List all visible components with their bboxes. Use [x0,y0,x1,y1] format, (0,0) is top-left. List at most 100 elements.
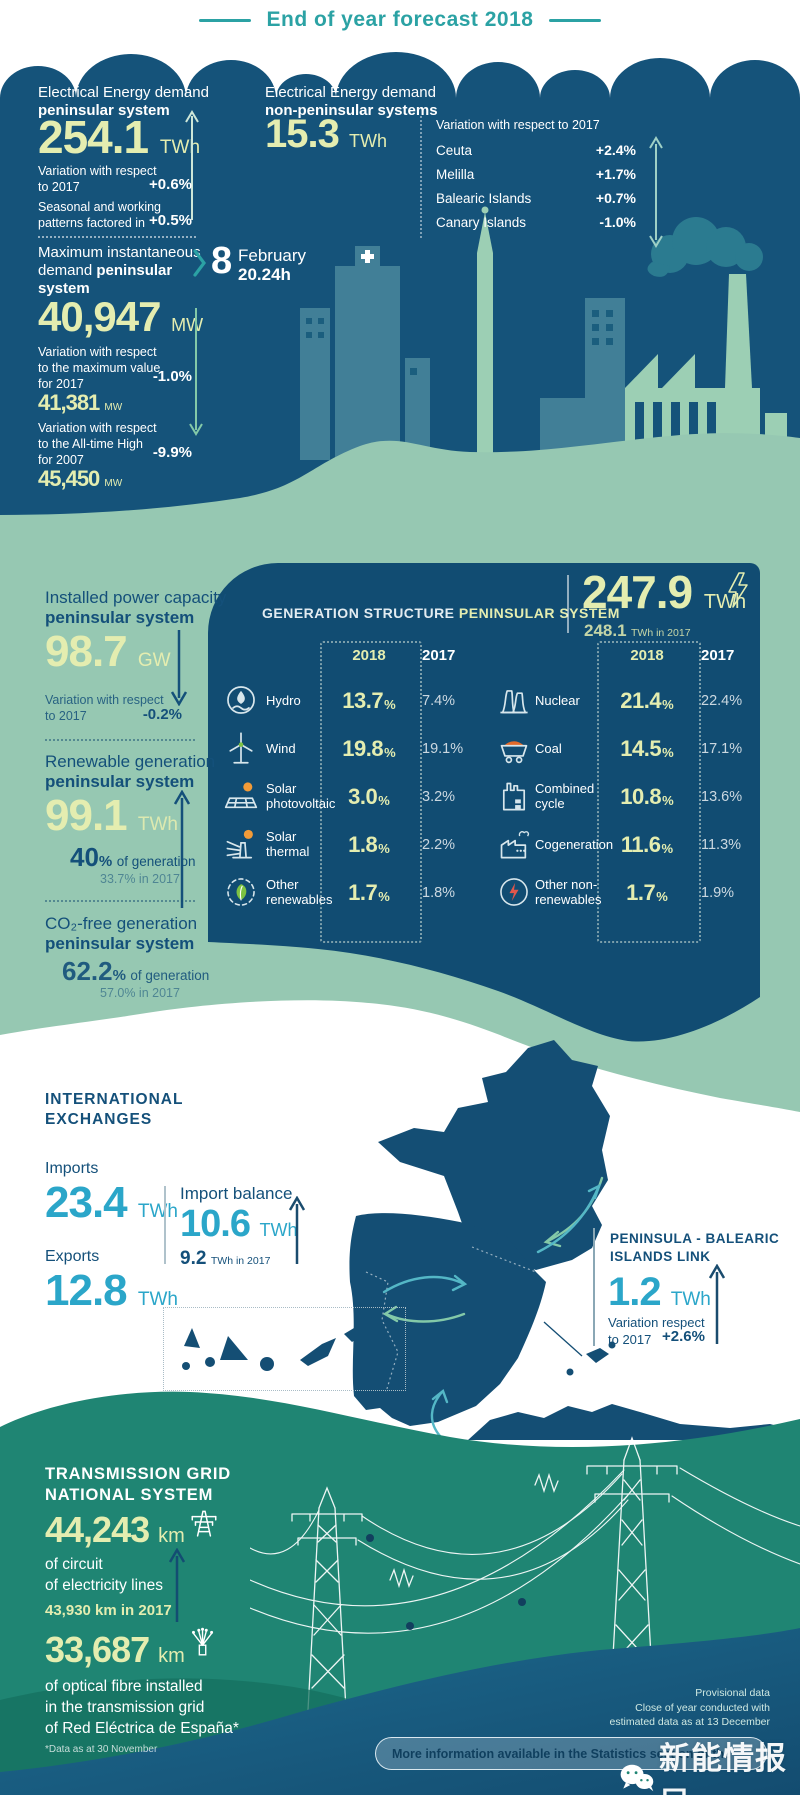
import-balance-value: 10.6 [180,1203,251,1245]
region-row: Ceuta +2.4% [436,142,636,158]
all-time-high-value: 45,450 [38,466,100,491]
exports-unit: TWh [137,1289,178,1310]
generation-title-bold: PENINSULAR SYSTEM [458,605,620,621]
dotted-2018-box [597,641,701,943]
morocco-shape [468,1404,800,1440]
solar-thermal-icon [226,829,253,859]
region-row: Melilla +1.7% [436,166,636,182]
export-arrow-france-head [587,1183,602,1200]
dotted-separator [45,900,195,902]
co2-free-share-value: 62.2 [62,956,113,986]
exports-label: Exports [45,1248,100,1265]
peninsular-demand-unit: TWh [159,137,201,158]
dotted-2018-box [320,641,422,943]
co2-free-share-label: of generation [130,968,210,983]
generation-right-group: 2018 2017 Nuclear 21.4% 22.4% Coal 14.5%… [495,641,743,947]
hydro-icon [227,686,255,714]
max-demand-title2: demand peninsular [38,262,173,279]
nonpeninsular-variation-block: Variation with respect to 2017 Ceuta +2.4… [420,116,636,238]
col-header-2018: 2018 [352,647,386,664]
co2-free-prev: 57.0% in 2017 [100,986,180,1000]
solar-panel-icon [224,782,258,809]
region-row: Balearic Islands +0.7% [436,190,636,206]
max-demand-value: 40,947 [38,293,161,340]
watermark-text: 新能情报局 [659,1741,788,1795]
exports-value: 12.8 [45,1266,128,1315]
dotted-separator [38,236,196,238]
installed-capacity-unit: GW [137,650,171,671]
fibre-caption1: of optical fibre installed [45,1678,203,1695]
chevron-right-icon [193,249,206,277]
fibre-length-unit: km [158,1645,185,1667]
nuclear-icon [500,690,528,714]
exchange-arrow-portugal-east [382,1275,466,1294]
circuit-prev: 43,930 km in 2017 [45,1602,172,1619]
exchange-arrow-portugal-west [384,1312,466,1323]
seasonal-value: +0.5% [149,212,192,229]
balance-divider [164,1186,166,1264]
page-header: End of year forecast 2018 [0,8,800,32]
generation-total-value: 247.9 [582,566,693,618]
circuit-caption1: of circuit [45,1556,103,1573]
variation-label: Variation with respect [45,693,164,707]
nonpeninsular-demand-unit: TWh [348,131,387,151]
more-info-button[interactable]: More information available in the Statis… [375,1737,767,1770]
more-info-label: More information available in the Statis… [392,1746,731,1761]
coal-cart-icon [500,741,528,764]
installed-capacity-value: 98.7 [45,627,128,676]
down-arrow-green [189,308,203,436]
footnote: *Data as at 30 November [45,1744,158,1755]
import-balance-label: Import balance [180,1184,293,1203]
mallorca-shape [586,1348,609,1363]
smoke-cloud [647,217,763,277]
renewable-share-label: of generation [116,854,196,869]
renewable-generation-title: Renewable generation [45,752,216,771]
generation-panel: GENERATION STRUCTURE PENINSULAR SYSTEM 2… [208,563,760,1055]
nonpeninsular-variation-title: Variation with respect to 2017 [436,118,600,132]
ibiza-shape [566,1368,574,1376]
pylons-illustration [250,1436,800,1710]
variation-label: to the maximum value [38,361,161,375]
nonpeninsular-demand-title: Electrical Energy demand [265,84,436,101]
non-renewables-icon [500,878,528,906]
renewable-generation-value: 99.1 [45,791,128,840]
up-arrow-navy [168,1548,186,1622]
max-demand-day: 8 [211,240,232,282]
up-arrow-navy [708,1264,726,1344]
transmission-title2: NATIONAL SYSTEM [45,1486,214,1504]
max-demand-title: Maximum instantaneous [38,244,201,261]
wave-navy-to-sage [0,433,800,530]
leaf-icon [227,878,255,906]
exchange-arrow-portugal-west-head [382,1305,399,1323]
variation-label: to 2017 [45,709,87,723]
peninsular-demand-subtitle: peninsular system [38,102,170,119]
variation-value: +0.6% [149,176,192,193]
watermark: 新能情报局 [618,1733,800,1795]
generation-prev-label: TWh in 2017 [631,627,691,639]
page-title: End of year forecast 2018 [266,8,534,31]
region-row: Canary Islands -1.0% [436,214,636,230]
generation-left-group: 2018 2017 Hydro 13.7% 7.4% Wind 19.8% 19… [222,641,470,947]
combined-cycle-icon [502,782,526,811]
header-divider [567,575,569,633]
import-balance-unit: TWh [259,1220,298,1240]
variation-label: Variation with respect [38,164,157,178]
portugal-border-dotted [365,1271,399,1393]
co2-free-title: CO₂-free generation [45,914,198,933]
generation-row-cogeneration: Cogeneration 11.6% 11.3% [495,821,743,869]
title-dash-right [549,18,602,22]
balance-prev-value: 9.2 [180,1248,207,1269]
balearic-divider [593,1228,595,1346]
balearic-link-title1: PENINSULA - BALEARIC [610,1231,780,1246]
renewable-generation-subtitle: peninsular system [45,772,195,791]
exchanges-title1: INTERNATIONAL [45,1091,184,1108]
balearic-link-unit: TWh [670,1289,711,1310]
max-demand-time: 20.24h [238,265,291,284]
variation-label: for 2007 [38,453,84,467]
up-arrow-navy [173,790,191,908]
canary-islands-shapes [182,1322,370,1371]
seasonal-label: patterns factored in [38,216,146,230]
optical-fibre-icon [191,1627,214,1656]
installed-capacity-title: Installed power capacity [45,588,227,607]
